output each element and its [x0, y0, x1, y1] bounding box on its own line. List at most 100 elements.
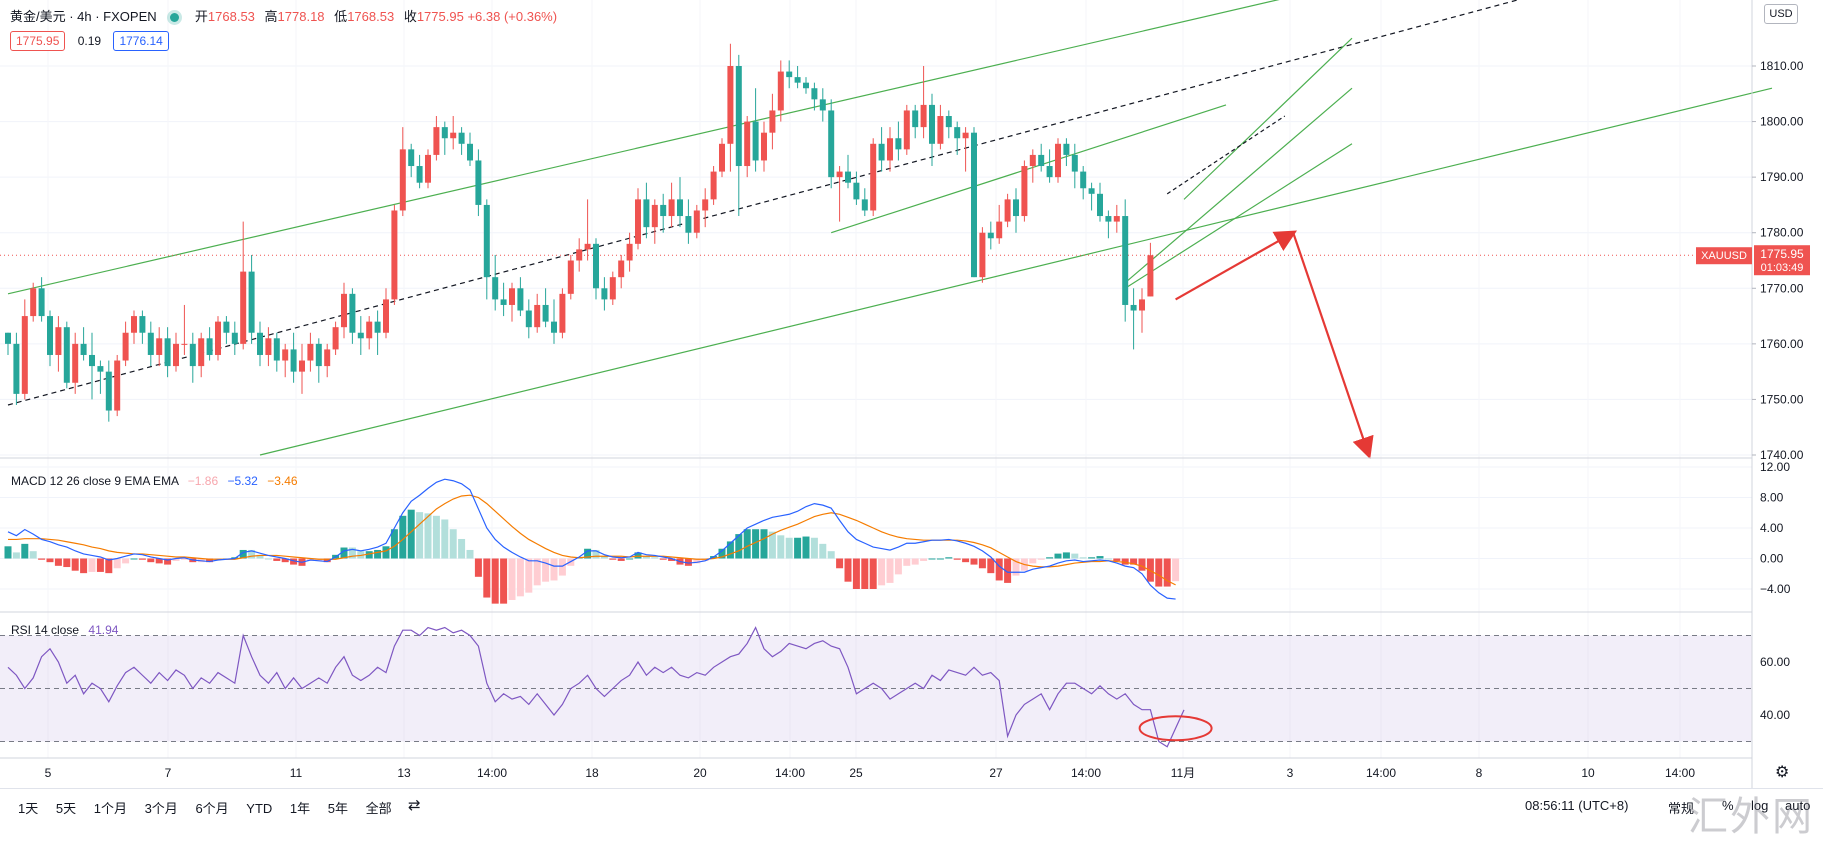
- macd-histogram-bar: [54, 558, 62, 566]
- candle-body: [1130, 304, 1137, 311]
- macd-histogram-bar: [449, 529, 457, 559]
- candle-body: [870, 143, 877, 211]
- range-6m[interactable]: 6个月: [195, 801, 229, 816]
- candle-body: [139, 316, 146, 333]
- macd-histogram-bar: [374, 549, 382, 559]
- time-tick-label: 14:00: [477, 766, 507, 780]
- candle-body: [383, 299, 389, 333]
- candle-body: [332, 327, 339, 350]
- candle-body: [80, 343, 87, 355]
- candle-body: [1105, 216, 1112, 222]
- price-tag-bg: [1754, 245, 1810, 276]
- watermark-logo: 汇外网: [1688, 794, 1814, 840]
- time-tick-label: 27: [989, 766, 1003, 780]
- candle-body: [971, 132, 977, 278]
- range-1d[interactable]: 1天: [18, 801, 39, 816]
- price-tick-label: 1790.00: [1760, 170, 1804, 184]
- candle-body: [912, 110, 919, 128]
- spread-value: 0.19: [77, 34, 102, 48]
- macd-histogram-bar: [1054, 553, 1062, 559]
- macd-title: MACD 12 26 close 9 EMA EMA: [11, 474, 179, 488]
- percent-toggle[interactable]: %: [1722, 798, 1734, 813]
- time-tick-label: 8: [1476, 766, 1483, 780]
- candle-body: [945, 116, 952, 128]
- bid-button[interactable]: 1775.95: [10, 31, 66, 51]
- macd-histogram-bar: [542, 558, 550, 582]
- macd-histogram-bar: [508, 558, 516, 600]
- candle-body: [903, 110, 910, 150]
- macd-histogram-bar: [936, 558, 944, 560]
- macd-tick-label: −4.00: [1760, 582, 1791, 596]
- ask-button[interactable]: 1776.14: [113, 31, 169, 51]
- axes: 1810.00 1800.00 1790.00 1780.00 1770.00 1760.…: [0, 0, 1810, 788]
- macd-signal-value: −3.46: [267, 474, 298, 488]
- candle-body: [1021, 166, 1028, 217]
- candle-body: [433, 127, 440, 155]
- candle-body: [441, 127, 448, 139]
- candle-body: [509, 288, 515, 305]
- session-mode[interactable]: 常规: [1668, 801, 1695, 816]
- trend-channels: [0, 0, 1773, 456]
- candle-body: [1038, 154, 1045, 167]
- small-channel-mid-dashed: [1166, 115, 1286, 195]
- macd-histogram-bar: [558, 558, 566, 576]
- candle-body: [63, 327, 70, 383]
- macd-histogram-bar: [642, 556, 650, 559]
- range-1y[interactable]: 1年: [289, 801, 311, 816]
- range-all[interactable]: 全部: [365, 801, 392, 816]
- candle-body: [794, 77, 801, 83]
- compare-icon[interactable]: ⇄: [408, 797, 421, 814]
- settings-gear-icon[interactable]: ⚙: [1775, 764, 1790, 781]
- macd-histogram-bar: [365, 551, 373, 559]
- range-5d[interactable]: 5天: [55, 801, 77, 816]
- time-tick-label: 14:00: [1366, 766, 1396, 780]
- time-tick-label: 14:00: [1071, 766, 1101, 780]
- time-tick-label: 20: [693, 766, 707, 780]
- macd-tick-label: 12.00: [1760, 460, 1790, 474]
- macd-histogram-bar: [256, 554, 264, 559]
- macd-histogram-bar: [273, 558, 281, 561]
- range-5y[interactable]: 5年: [327, 801, 349, 816]
- range-1m[interactable]: 1个月: [93, 801, 127, 816]
- candle-body: [920, 104, 927, 128]
- currency-selector[interactable]: USD: [1764, 4, 1798, 24]
- rsi-legend[interactable]: RSI 14 close 41.94: [11, 623, 118, 637]
- candle-body: [660, 204, 667, 217]
- macd-histogram-bar: [810, 537, 818, 559]
- range-3m[interactable]: 3个月: [144, 801, 178, 816]
- price-tick-label: 1810.00: [1760, 59, 1804, 73]
- candle-body: [72, 343, 79, 383]
- macd-histogram-bar: [1138, 558, 1146, 571]
- candle-body: [1097, 193, 1103, 217]
- macd-histogram-bar: [1046, 557, 1054, 559]
- bid-ask-row: 1775.95 0.19 1776.14: [10, 31, 169, 51]
- macd-histogram-bar: [911, 558, 919, 565]
- macd-histogram-bar: [844, 558, 852, 582]
- close-label: 收: [403, 9, 417, 24]
- auto-toggle[interactable]: auto: [1785, 798, 1811, 813]
- candle-body: [811, 88, 818, 100]
- range-ytd[interactable]: YTD: [246, 801, 273, 816]
- macd-histogram-bar: [802, 536, 810, 559]
- macd-histogram-bar: [357, 551, 365, 559]
- clock[interactable]: 08:56:11 (UTC+8): [1525, 798, 1629, 813]
- log-toggle[interactable]: log: [1751, 798, 1769, 813]
- macd-histogram-bar: [416, 512, 424, 559]
- candle-body: [30, 288, 37, 317]
- macd-tick-label: 0.00: [1760, 552, 1784, 566]
- candle-body: [156, 338, 163, 355]
- macd-histogram-bar: [525, 558, 533, 593]
- macd-legend[interactable]: MACD 12 26 close 9 EMA EMA −1.86 −5.32 −…: [11, 474, 298, 488]
- candle-body: [929, 104, 935, 144]
- candle-body: [273, 338, 280, 361]
- candle-body: [114, 360, 121, 411]
- macd-histogram-bar: [550, 558, 558, 581]
- macd-histogram-bar: [407, 509, 415, 559]
- macd-histogram-bar: [483, 558, 491, 598]
- rsi-oversold-circle: [1138, 715, 1213, 742]
- symbol-title[interactable]: 黄金/美元 · 4h · FXOPEN: [10, 9, 157, 24]
- candle-body: [1080, 171, 1087, 189]
- forecast-up-arrow: [1175, 230, 1298, 301]
- candle-body: [677, 199, 683, 217]
